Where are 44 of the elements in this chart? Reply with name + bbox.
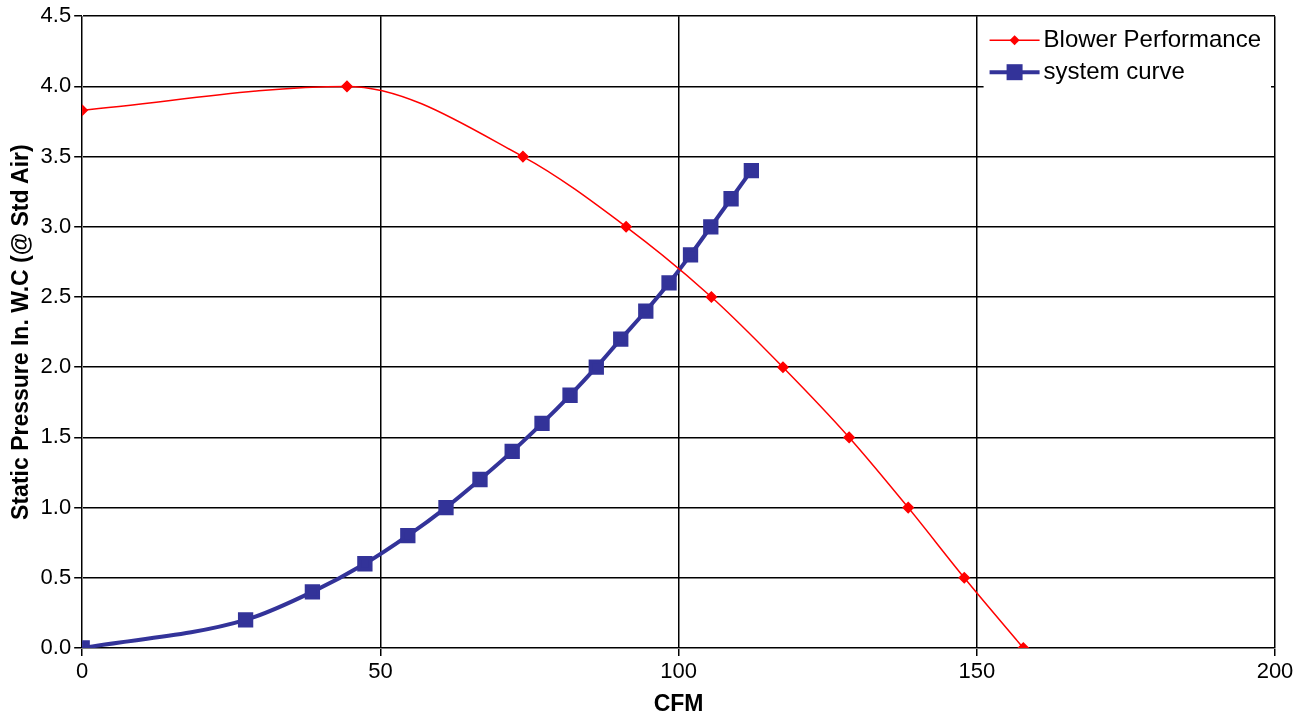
point — [438, 499, 454, 516]
point — [777, 361, 789, 373]
y-tick-label: 0.0 — [40, 634, 72, 660]
point — [357, 556, 373, 572]
legend-label: system curve — [1043, 56, 1185, 84]
point — [472, 471, 488, 488]
x-tick-label: 50 — [368, 658, 393, 684]
y-tick-label: 2.5 — [40, 283, 72, 309]
point — [504, 443, 520, 460]
point — [534, 415, 550, 432]
point — [613, 331, 629, 347]
point — [304, 584, 321, 600]
point — [743, 162, 760, 179]
point — [902, 501, 914, 514]
point — [958, 572, 971, 584]
point — [588, 359, 604, 375]
point — [517, 150, 529, 163]
x-tick-label: 0 — [76, 658, 89, 684]
point — [237, 612, 254, 628]
point — [705, 291, 718, 303]
y-tick-label: 3.0 — [40, 212, 72, 238]
x-axis-title: CFM — [653, 689, 704, 716]
x-tick-label: 150 — [958, 658, 996, 684]
point — [703, 219, 719, 235]
y-tick-label: 4.0 — [40, 72, 72, 98]
y-tick-label: 1.5 — [40, 423, 72, 449]
y-tick-label: 1.0 — [40, 493, 72, 519]
x-tick-label: 100 — [660, 658, 697, 684]
y-axis-title: Static Pressure In. W.C (@ Std Air) — [7, 144, 34, 520]
y-tick-label: 0.5 — [40, 563, 72, 589]
point — [843, 431, 855, 444]
point — [341, 80, 353, 93]
y-tick-label: 2.0 — [40, 353, 72, 379]
point — [562, 387, 578, 403]
x-tick-label: 200 — [1256, 658, 1294, 684]
legend-label: Blower Performance — [1043, 24, 1261, 52]
point — [638, 303, 654, 319]
point — [723, 191, 739, 207]
point — [682, 247, 699, 263]
y-tick-label: 3.5 — [40, 142, 72, 168]
point — [400, 528, 416, 544]
point — [661, 275, 677, 291]
point — [620, 221, 632, 233]
y-tick-label: 4.5 — [40, 2, 72, 28]
